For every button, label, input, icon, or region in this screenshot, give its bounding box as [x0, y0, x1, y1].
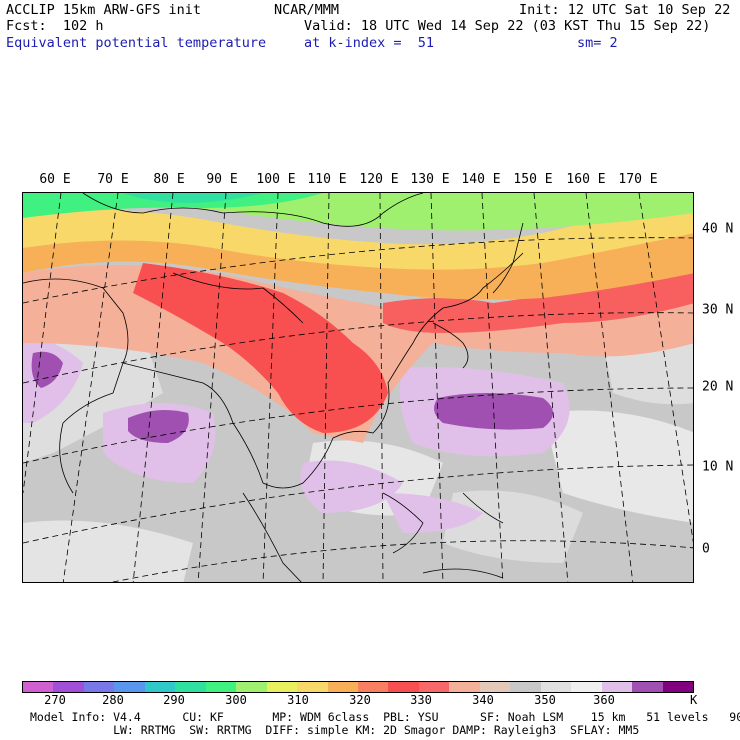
colorbar-swatch [266, 682, 298, 692]
colorbar-tick: 330 [410, 693, 432, 707]
colorbar-tick: 360 [593, 693, 615, 707]
colorbar-swatch [175, 682, 206, 692]
colorbar-swatch [357, 682, 389, 692]
model-title: ACCLIP 15km ARW-GFS init [6, 2, 202, 18]
colorbar-swatch [23, 682, 54, 692]
colorbar-swatch [632, 682, 663, 692]
colorbar-swatch [510, 682, 541, 692]
colorbar-swatch [205, 682, 237, 692]
colorbar-swatch [601, 682, 633, 692]
lon-label: 160 E [566, 172, 606, 187]
lon-label: 140 E [461, 172, 501, 187]
field-name: Equivalent potential temperature [6, 35, 267, 51]
lat-label: 30 N [702, 302, 734, 318]
colorbar-swatch [571, 682, 602, 692]
colorbar-tick: 290 [163, 693, 185, 707]
lon-label: 110 E [307, 172, 347, 187]
colorbar-swatch [144, 682, 176, 692]
colorbar-swatch [540, 682, 572, 692]
theta-e-map [22, 192, 694, 583]
colorbar-swatch [327, 682, 358, 692]
model-info-line2: LW: RRTMG SW: RRTMG DIFF: simple KM: 2D … [30, 723, 640, 737]
lon-label: 130 E [410, 172, 450, 187]
smoothing-label: sm= 2 [577, 35, 618, 51]
colorbar-swatch [449, 682, 480, 692]
org-label: NCAR/MMM [274, 2, 340, 18]
colorbar [22, 681, 694, 693]
lon-label: 60 E [39, 172, 71, 187]
colorbar-tick: 320 [349, 693, 371, 707]
init-time: Init: 12 UTC Sat 10 Sep 22 [519, 2, 731, 18]
colorbar-swatch [236, 682, 267, 692]
lon-label: 80 E [153, 172, 185, 187]
colorbar-swatch [83, 682, 115, 692]
colorbar-swatch [479, 682, 511, 692]
lon-label: 150 E [513, 172, 553, 187]
lat-label: 20 N [702, 379, 734, 395]
lon-label: 90 E [206, 172, 238, 187]
colorbar-swatch [114, 682, 145, 692]
colorbar-tick: 270 [44, 693, 66, 707]
lon-label: 120 E [359, 172, 399, 187]
model-info-line1: Model Info: V4.4 CU: KF MP: WDM 6class P… [30, 710, 740, 724]
map-field-svg [23, 193, 693, 582]
lat-label: 40 N [702, 221, 734, 237]
colorbar-swatch [418, 682, 450, 692]
forecast-hour: Fcst: 102 h [6, 18, 104, 34]
colorbar-tick: 310 [287, 693, 309, 707]
colorbar-unit: K [690, 693, 698, 707]
colorbar-tick: 340 [472, 693, 494, 707]
lon-label: 170 E [618, 172, 658, 187]
lat-label: 0 [702, 541, 710, 557]
colorbar-swatch [297, 682, 328, 692]
valid-time: Valid: 18 UTC Wed 14 Sep 22 (03 KST Thu … [304, 18, 711, 34]
lon-label: 70 E [97, 172, 129, 187]
colorbar-tick: 280 [102, 693, 124, 707]
lon-label: 100 E [256, 172, 296, 187]
colorbar-tick: 350 [534, 693, 556, 707]
level-index: at k-index = 51 [304, 35, 435, 51]
colorbar-tick: 300 [225, 693, 247, 707]
colorbar-swatch [662, 682, 693, 692]
lat-label: 10 N [702, 459, 734, 475]
colorbar-swatch [388, 682, 419, 692]
colorbar-swatch [53, 682, 84, 692]
